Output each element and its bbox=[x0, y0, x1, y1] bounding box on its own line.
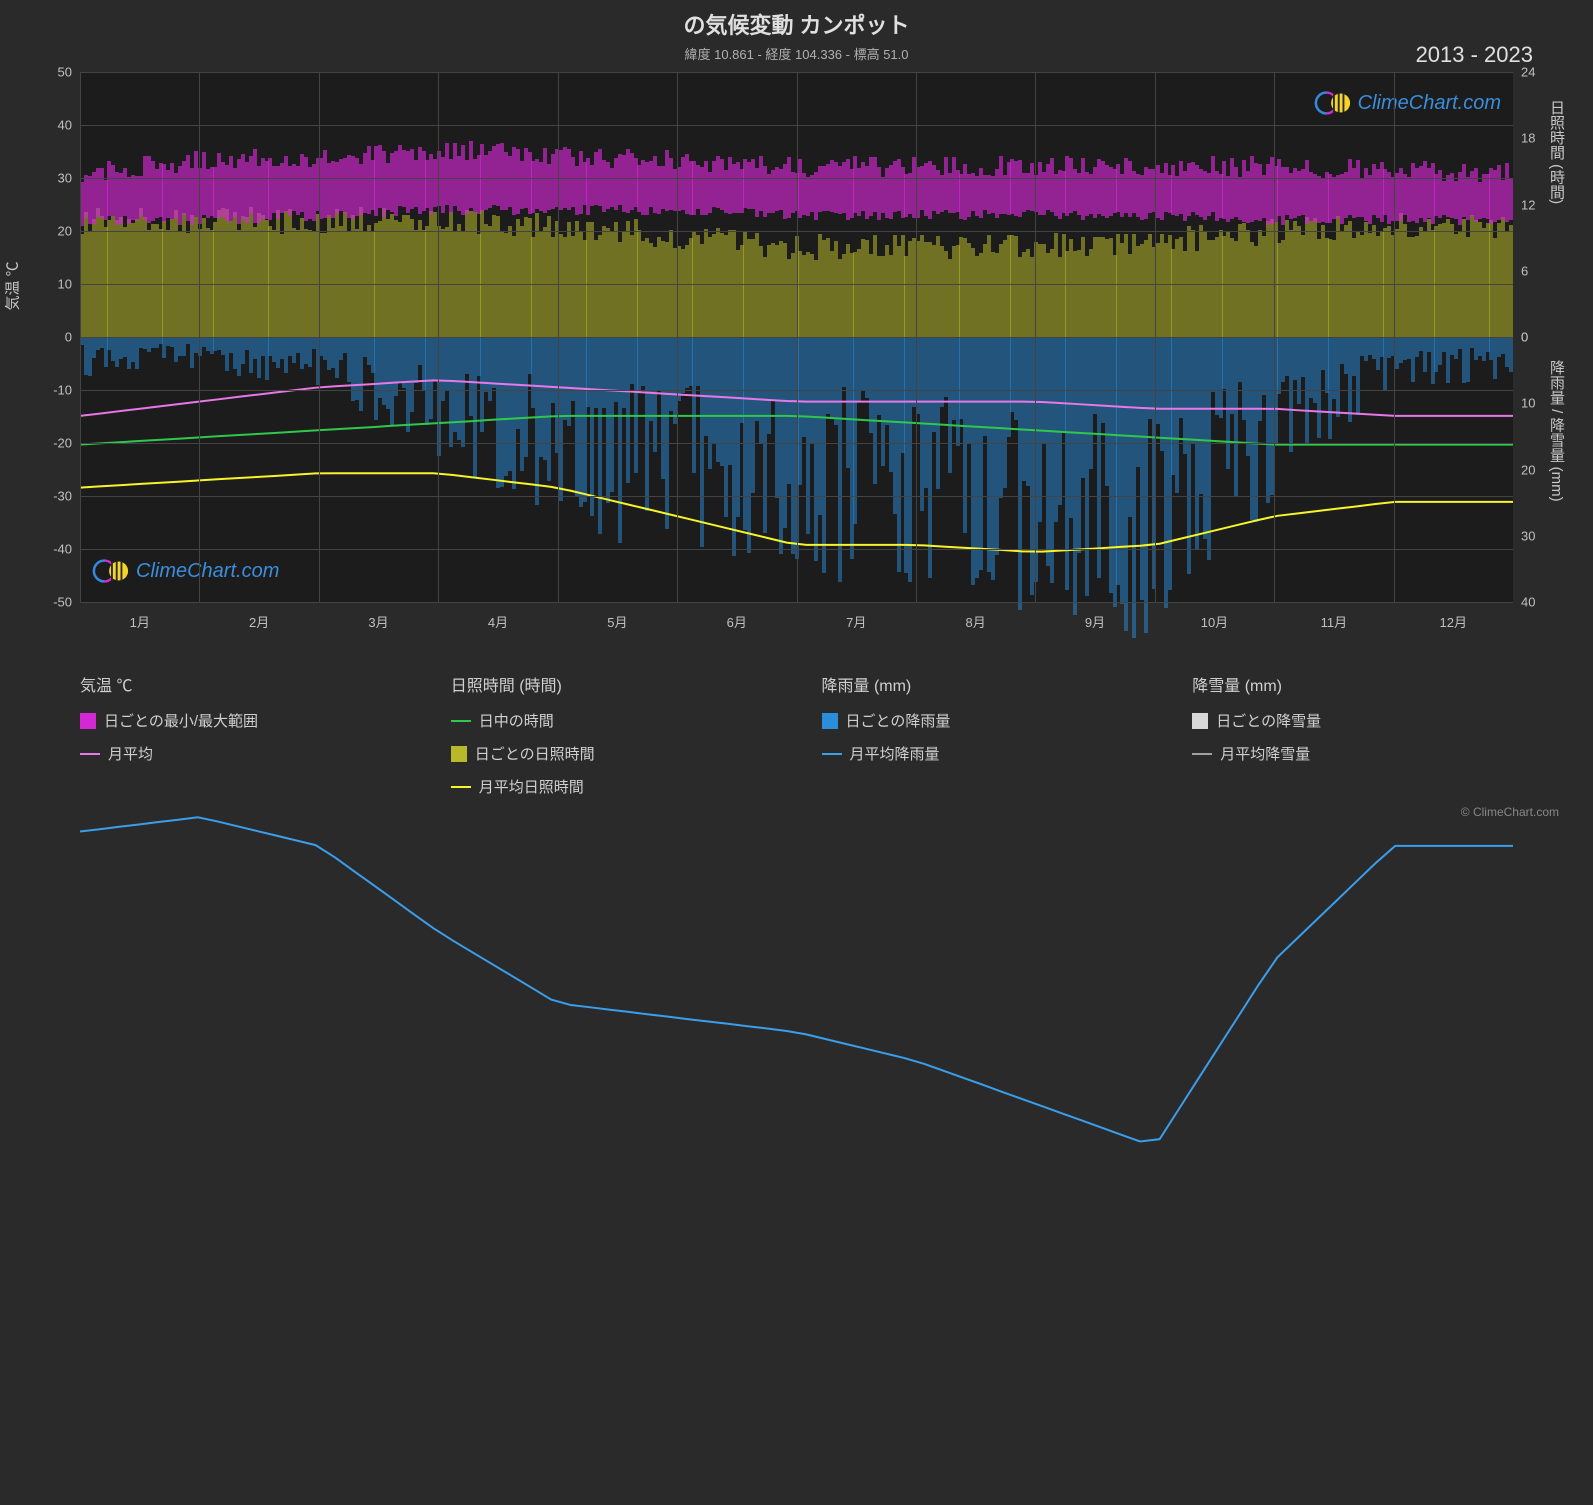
swatch-square-icon bbox=[451, 746, 467, 762]
swatch-square-icon bbox=[80, 713, 96, 729]
legend-header: 降雨量 (mm) bbox=[822, 672, 1143, 696]
y-tick-left: -30 bbox=[53, 489, 72, 504]
legend-header: 降雪量 (mm) bbox=[1192, 672, 1513, 696]
y-axis-right-top-label: 日照時間 (時間) bbox=[1546, 100, 1567, 204]
logo-icon bbox=[1314, 84, 1352, 122]
x-tick: 12月 bbox=[1440, 612, 1467, 631]
legend-label: 日ごとの降雪量 bbox=[1216, 710, 1321, 731]
swatch-line-icon bbox=[1192, 753, 1212, 755]
gridline-v bbox=[916, 72, 917, 602]
x-tick: 6月 bbox=[727, 612, 747, 631]
watermark-top: ClimeChart.com bbox=[1314, 84, 1501, 122]
year-range: 2013 - 2023 bbox=[1416, 42, 1533, 68]
gridline-v bbox=[80, 72, 81, 602]
legend-header: 日照時間 (時間) bbox=[451, 672, 772, 696]
legend-item: 月平均降雨量 bbox=[822, 743, 1143, 764]
watermark-text: ClimeChart.com bbox=[1358, 92, 1501, 115]
legend-item: 月平均 bbox=[80, 743, 401, 764]
x-tick: 7月 bbox=[846, 612, 866, 631]
legend-label: 月平均日照時間 bbox=[479, 776, 584, 797]
legend-label: 月平均降雨量 bbox=[850, 743, 940, 764]
watermark-text: ClimeChart.com bbox=[136, 560, 279, 583]
legend-item: 日ごとの日照時間 bbox=[451, 743, 772, 764]
x-tick: 1月 bbox=[130, 612, 150, 631]
legend-column: 降雨量 (mm) 日ごとの降雨量月平均降雨量 bbox=[822, 672, 1143, 797]
gridline-v bbox=[1394, 72, 1395, 602]
legend-label: 月平均降雪量 bbox=[1220, 743, 1310, 764]
legend-label: 日ごとの日照時間 bbox=[475, 743, 595, 764]
x-tick: 2月 bbox=[249, 612, 269, 631]
swatch-line-icon bbox=[80, 753, 100, 755]
y-tick-left: 0 bbox=[65, 330, 72, 345]
legend-column: 気温 ℃ 日ごとの最小/最大範囲月平均 bbox=[80, 672, 401, 797]
y-axis-left-label: 気温 ℃ bbox=[2, 261, 23, 310]
y-tick-right: 18 bbox=[1521, 131, 1535, 146]
legend-item: 日ごとの降雪量 bbox=[1192, 710, 1513, 731]
y-tick-right: 0 bbox=[1521, 330, 1528, 345]
gridline-v bbox=[319, 72, 320, 602]
x-tick: 8月 bbox=[966, 612, 986, 631]
chart-title: の気候変動 カンポット bbox=[0, 0, 1593, 40]
legend-label: 月平均 bbox=[108, 743, 153, 764]
legend-item: 月平均降雪量 bbox=[1192, 743, 1513, 764]
legend-column: 日照時間 (時間) 日中の時間日ごとの日照時間月平均日照時間 bbox=[451, 672, 772, 797]
gridline-v bbox=[199, 72, 200, 602]
climate-chart: の気候変動 カンポット 緯度 10.861 - 経度 104.336 - 標高 … bbox=[0, 0, 1593, 825]
y-tick-right: 12 bbox=[1521, 197, 1535, 212]
watermark-bottom: ClimeChart.com bbox=[92, 552, 279, 590]
gridline-v bbox=[1274, 72, 1275, 602]
y-tick-left: -10 bbox=[53, 383, 72, 398]
legend-label: 日中の時間 bbox=[479, 710, 554, 731]
legend-header: 気温 ℃ bbox=[80, 672, 401, 696]
x-tick: 10月 bbox=[1201, 612, 1228, 631]
x-tick: 11月 bbox=[1321, 612, 1348, 631]
y-tick-right: 10 bbox=[1521, 396, 1535, 411]
chart-subtitle: 緯度 10.861 - 経度 104.336 - 標高 51.0 bbox=[0, 40, 1593, 63]
y-tick-left: -40 bbox=[53, 542, 72, 557]
y-tick-left: 20 bbox=[58, 224, 72, 239]
x-tick: 5月 bbox=[607, 612, 627, 631]
swatch-square-icon bbox=[1192, 713, 1208, 729]
y-tick-left: 30 bbox=[58, 171, 72, 186]
y-tick-left: 50 bbox=[58, 65, 72, 80]
x-tick: 3月 bbox=[368, 612, 388, 631]
swatch-line-icon bbox=[451, 720, 471, 722]
gridline-v bbox=[1035, 72, 1036, 602]
y-tick-left: -50 bbox=[53, 595, 72, 610]
plot-area: ClimeChart.com ClimeChart.com 5040302010… bbox=[80, 72, 1513, 602]
legend: 気温 ℃ 日ごとの最小/最大範囲月平均 日照時間 (時間) 日中の時間日ごとの日照時間… bbox=[80, 672, 1513, 797]
legend-item: 日中の時間 bbox=[451, 710, 772, 731]
y-tick-right: 30 bbox=[1521, 528, 1535, 543]
y-tick-right: 20 bbox=[1521, 462, 1535, 477]
gridline-v bbox=[1155, 72, 1156, 602]
gridline-v bbox=[438, 72, 439, 602]
gridline-v bbox=[797, 72, 798, 602]
gridline-h bbox=[80, 602, 1513, 603]
y-tick-right: 6 bbox=[1521, 263, 1528, 278]
legend-column: 降雪量 (mm) 日ごとの降雪量月平均降雪量 bbox=[1192, 672, 1513, 797]
y-tick-right: 24 bbox=[1521, 65, 1535, 80]
swatch-line-icon bbox=[822, 753, 842, 755]
gridline-v bbox=[677, 72, 678, 602]
y-tick-right: 40 bbox=[1521, 595, 1535, 610]
legend-item: 日ごとの降雨量 bbox=[822, 710, 1143, 731]
legend-item: 月平均日照時間 bbox=[451, 776, 772, 797]
y-axis-right-bottom-label: 降雨量 / 降雪量 (mm) bbox=[1546, 360, 1567, 502]
credit: © ClimeChart.com bbox=[1461, 805, 1559, 819]
y-tick-left: 40 bbox=[58, 118, 72, 133]
x-tick: 9月 bbox=[1085, 612, 1105, 631]
gridline-v bbox=[558, 72, 559, 602]
legend-label: 日ごとの降雨量 bbox=[846, 710, 951, 731]
logo-icon bbox=[92, 552, 130, 590]
legend-item: 日ごとの最小/最大範囲 bbox=[80, 710, 401, 731]
swatch-line-icon bbox=[451, 786, 471, 788]
y-tick-left: -20 bbox=[53, 436, 72, 451]
y-tick-left: 10 bbox=[58, 277, 72, 292]
swatch-square-icon bbox=[822, 713, 838, 729]
legend-label: 日ごとの最小/最大範囲 bbox=[104, 710, 258, 731]
x-tick: 4月 bbox=[488, 612, 508, 631]
